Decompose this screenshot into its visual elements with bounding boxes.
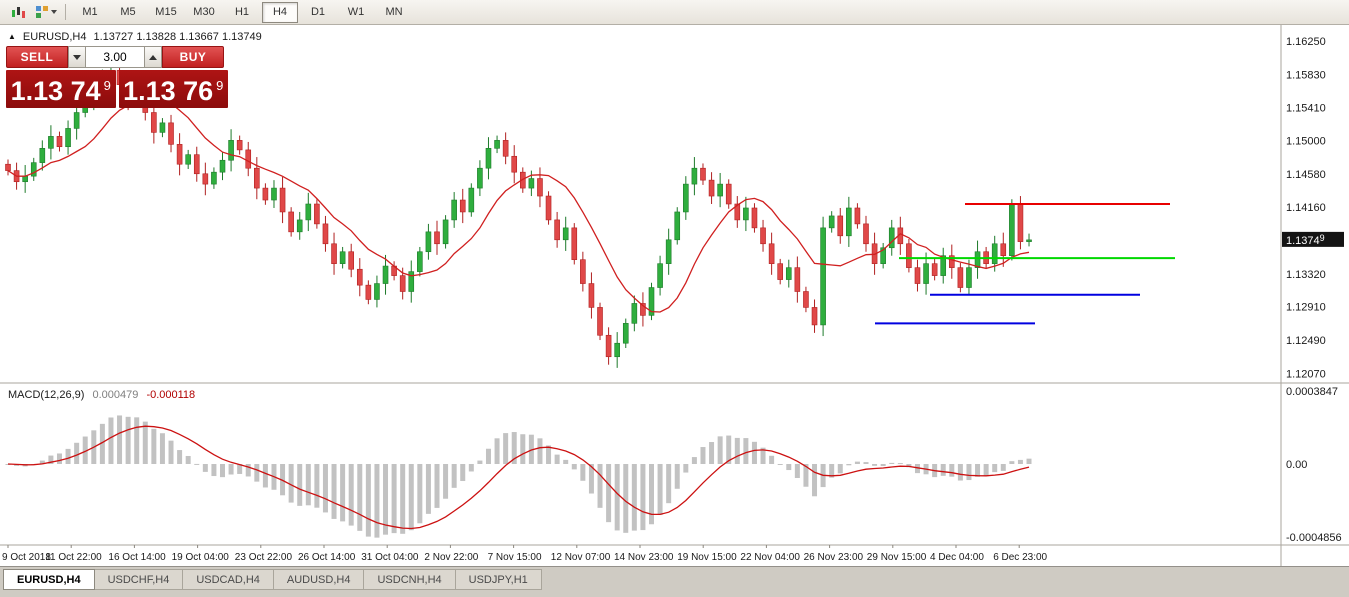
tab-usdcnh-h4[interactable]: USDCNH,H4 (364, 569, 456, 590)
macd-signal-value: -0.000118 (146, 389, 196, 401)
svg-text:1.12910: 1.12910 (1286, 302, 1326, 314)
chart-canvas[interactable]: 1.16250 1.15830 1.15410 1.15000 1.14580 1.141… (0, 25, 1349, 566)
spinner-up-icon (149, 54, 157, 60)
buy-price-value: 1.13 76 (123, 76, 214, 106)
svg-text:19 Nov 15:00: 19 Nov 15:00 (677, 552, 737, 563)
ohlc-values: 1.13727 1.13828 1.13667 1.13749 (93, 31, 262, 43)
sell-price-value: 1.13 74 (10, 76, 101, 106)
svg-text:1.13749: 1.13749 (1286, 233, 1325, 247)
ma-line (7, 96, 1030, 313)
order-controls-row: SELL BUY (6, 46, 228, 68)
svg-text:1.14160: 1.14160 (1286, 202, 1326, 214)
sell-button[interactable]: SELL (6, 46, 68, 68)
volume-increase-button[interactable] (144, 46, 162, 68)
svg-text:11 Oct 22:00: 11 Oct 22:00 (45, 552, 102, 563)
volume-decrease-button[interactable] (68, 46, 86, 68)
svg-text:7 Nov 15:00: 7 Nov 15:00 (488, 552, 542, 563)
macd-name: MACD(12,26,9) (8, 389, 85, 401)
svg-text:23 Oct 22:00: 23 Oct 22:00 (235, 552, 293, 563)
svg-text:19 Oct 04:00: 19 Oct 04:00 (172, 552, 230, 563)
macd-signal-line (7, 425, 1030, 530)
timeframe-d1[interactable]: D1 (310, 6, 326, 18)
svg-text:4 Dec 04:00: 4 Dec 04:00 (930, 552, 984, 563)
svg-text:6 Dec 23:00: 6 Dec 23:00 (993, 552, 1047, 563)
tab-usdchf-h4[interactable]: USDCHF,H4 (94, 569, 184, 590)
one-click-trading-panel: SELL BUY 1.13 74 9 1.13 76 9 (6, 46, 228, 108)
symbol-period-label: EURUSD,H4 (22, 31, 87, 43)
direction-up-icon: ▲ (8, 32, 16, 41)
profiles-icon (35, 5, 48, 18)
pane-separators (0, 25, 1349, 566)
chart-tabs: EURUSD,H4 USDCHF,H4 USDCAD,H4 AUDUSD,H4 … (0, 567, 1349, 590)
svg-text:1.14580: 1.14580 (1286, 169, 1326, 181)
svg-text:1.15000: 1.15000 (1286, 135, 1326, 147)
timeframe-m30[interactable]: M30 (193, 6, 215, 18)
profiles-button[interactable] (32, 1, 60, 23)
svg-text:1.16250: 1.16250 (1286, 36, 1326, 48)
timeframe-toolbar: M1 M5 M15 M30 H1 H4 D1 W1 MN (0, 0, 1349, 25)
svg-text:26 Nov 23:00: 26 Nov 23:00 (804, 552, 864, 563)
macd-axis-labels: 0.0003847 0.00 -0.0004856 (1286, 386, 1342, 544)
macd-indicator-label: MACD(12,26,9) 0.000479 -0.000118 (8, 389, 195, 401)
chart-tab-bar: EURUSD,H4 USDCHF,H4 USDCAD,H4 AUDUSD,H4 … (0, 566, 1349, 597)
svg-text:14 Nov 23:00: 14 Nov 23:00 (614, 552, 674, 563)
svg-text:1.12490: 1.12490 (1286, 335, 1326, 347)
macd-histogram (5, 415, 1032, 538)
price-axis-labels: 1.16250 1.15830 1.15410 1.15000 1.14580 1.141… (1286, 36, 1326, 381)
svg-text:29 Nov 15:00: 29 Nov 15:00 (867, 552, 927, 563)
svg-text:1.13320: 1.13320 (1286, 269, 1326, 281)
timeframe-m5[interactable]: M5 (120, 6, 136, 18)
svg-text:12 Nov 07:00: 12 Nov 07:00 (551, 552, 611, 563)
tab-eurusd-h4[interactable]: EURUSD,H4 (3, 569, 95, 590)
macd-main-value: 0.000479 (92, 389, 139, 401)
svg-text:31 Oct 04:00: 31 Oct 04:00 (361, 552, 419, 563)
spinner-down-icon (73, 54, 81, 60)
svg-text:2 Nov 22:00: 2 Nov 22:00 (424, 552, 478, 563)
svg-text:0.0003847: 0.0003847 (1286, 386, 1338, 398)
sell-price-pip: 9 (103, 78, 111, 93)
buy-button[interactable]: BUY (162, 46, 224, 68)
svg-text:0.00: 0.00 (1286, 459, 1307, 471)
volume-input[interactable] (86, 46, 144, 68)
svg-text:26 Oct 14:00: 26 Oct 14:00 (298, 552, 356, 563)
sell-price-display[interactable]: 1.13 74 9 (6, 70, 116, 108)
timeframe-m1[interactable]: M1 (82, 6, 98, 18)
timeframe-mn[interactable]: MN (385, 6, 403, 18)
tab-audusd-h4[interactable]: AUDUSD,H4 (273, 569, 365, 590)
svg-text:1.12070: 1.12070 (1286, 368, 1326, 380)
current-price-badge: 1.13749 (1282, 231, 1344, 247)
candles-layer (5, 62, 1032, 368)
chart-type-button[interactable] (4, 1, 32, 23)
chart-title: ▲ EURUSD,H4 1.13727 1.13828 1.13667 1.13… (8, 31, 262, 43)
svg-text:9 Oct 2018: 9 Oct 2018 (2, 552, 51, 563)
timeframe-h1[interactable]: H1 (234, 6, 250, 18)
buy-price-pip: 9 (216, 78, 224, 93)
timeframe-h4[interactable]: H4 (262, 1, 298, 23)
svg-text:-0.0004856: -0.0004856 (1286, 532, 1342, 544)
candlestick-chart-icon (11, 6, 25, 18)
chevron-down-icon (50, 10, 57, 14)
tab-usdjpy-h1[interactable]: USDJPY,H1 (455, 569, 542, 590)
overlay-lines (875, 203, 1175, 325)
quote-row: 1.13 74 9 1.13 76 9 (6, 70, 228, 108)
timeframe-w1[interactable]: W1 (347, 6, 365, 18)
svg-text:1.15830: 1.15830 (1286, 69, 1326, 81)
buy-price-display[interactable]: 1.13 76 9 (118, 70, 228, 108)
toolbar-separator (65, 4, 66, 20)
svg-text:1.15410: 1.15410 (1286, 103, 1326, 115)
timeframe-m15[interactable]: M15 (155, 6, 177, 18)
tab-usdcad-h4[interactable]: USDCAD,H4 (183, 569, 274, 590)
svg-text:16 Oct 14:00: 16 Oct 14:00 (108, 552, 166, 563)
svg-text:22 Nov 04:00: 22 Nov 04:00 (740, 552, 800, 563)
